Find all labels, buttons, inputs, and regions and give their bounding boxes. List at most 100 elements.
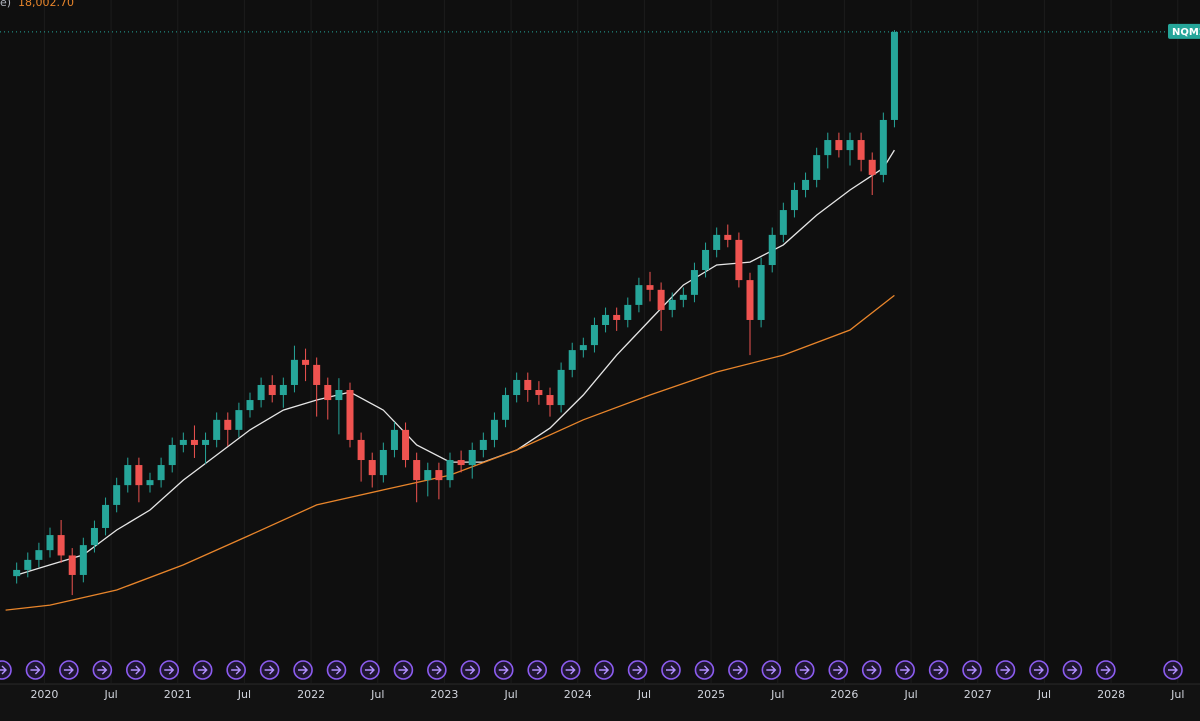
candle-body bbox=[357, 439, 365, 461]
event-row bbox=[0, 660, 1183, 680]
candle-body bbox=[713, 234, 721, 250]
candle-body bbox=[257, 384, 265, 401]
x-tick-label: 2020 bbox=[30, 688, 58, 701]
candle-body bbox=[590, 325, 598, 346]
candle-body bbox=[490, 419, 498, 440]
candle-body bbox=[157, 465, 165, 481]
event-icon-arrow bbox=[1168, 665, 1178, 675]
candle-body bbox=[568, 350, 576, 370]
candle-body bbox=[646, 285, 654, 290]
candle-body bbox=[213, 419, 221, 440]
event-icon-arrow bbox=[431, 665, 442, 675]
event-icon-arrow bbox=[231, 665, 242, 675]
candle-body bbox=[857, 140, 865, 160]
candle-body bbox=[346, 390, 354, 440]
candle-body bbox=[335, 390, 343, 401]
candle-body bbox=[368, 460, 376, 476]
event-icon-arrow bbox=[967, 665, 978, 675]
event-icon-arrow bbox=[933, 665, 944, 675]
candle-body bbox=[746, 280, 754, 320]
candle-body bbox=[546, 395, 554, 406]
candle-body bbox=[579, 345, 587, 351]
x-tick-label: 2023 bbox=[430, 688, 458, 701]
event-icon-arrow bbox=[1000, 665, 1011, 675]
candle-body bbox=[24, 559, 32, 570]
event-icon-arrow bbox=[331, 665, 342, 675]
candle-body bbox=[602, 314, 610, 325]
event-icon-arrow bbox=[532, 665, 543, 675]
event-icon-arrow bbox=[465, 665, 476, 675]
event-icon-arrow bbox=[298, 665, 309, 675]
event-icon-arrow bbox=[164, 665, 175, 675]
candle-body bbox=[679, 294, 687, 300]
candle-body bbox=[113, 485, 121, 505]
event-icon-arrow bbox=[264, 665, 275, 675]
event-icon-arrow bbox=[666, 665, 676, 675]
event-icon-arrow bbox=[498, 665, 509, 675]
candle-body bbox=[446, 460, 454, 481]
candle-body bbox=[413, 460, 421, 481]
candle-body bbox=[557, 369, 565, 406]
candle-body bbox=[657, 289, 665, 310]
candle-body bbox=[468, 449, 476, 466]
x-tick-label: Jul bbox=[370, 688, 384, 701]
symbol-label: NQM2 bbox=[1172, 27, 1200, 38]
x-tick-label: 2027 bbox=[964, 688, 992, 701]
candle-body bbox=[879, 119, 887, 175]
x-tick-label: 2025 bbox=[697, 688, 725, 701]
candle-body bbox=[802, 179, 810, 190]
x-tick-label: Jul bbox=[503, 688, 517, 701]
candle-body bbox=[202, 439, 210, 445]
candle-body bbox=[246, 400, 254, 411]
candle-body bbox=[46, 535, 54, 551]
candle-body bbox=[135, 465, 143, 486]
candle-body bbox=[90, 527, 98, 546]
x-tick-label: Jul bbox=[637, 688, 651, 701]
candle-body bbox=[79, 545, 87, 575]
event-icon-arrow bbox=[565, 665, 576, 675]
candle-body bbox=[479, 439, 487, 450]
x-tick-label: 2028 bbox=[1097, 688, 1125, 701]
candle-body bbox=[868, 159, 876, 175]
x-tick-label: 2022 bbox=[297, 688, 325, 701]
legend-text: e) bbox=[0, 0, 11, 9]
candle-body bbox=[57, 535, 65, 556]
event-icon-arrow bbox=[0, 665, 7, 675]
x-tick-label: Jul bbox=[103, 688, 117, 701]
candle-body bbox=[735, 239, 743, 281]
candle-body bbox=[524, 379, 532, 390]
candle-body bbox=[390, 429, 398, 450]
x-tick-label: Jul bbox=[237, 688, 251, 701]
candle-body bbox=[302, 359, 310, 365]
event-icon-arrow bbox=[1033, 665, 1044, 675]
candle-body bbox=[224, 419, 232, 430]
candle-body bbox=[13, 569, 21, 577]
event-icon-arrow bbox=[799, 665, 810, 675]
price-tag-box bbox=[1168, 23, 1200, 39]
candle-body bbox=[435, 470, 443, 481]
candle-body bbox=[824, 140, 832, 156]
x-tick-label: Jul bbox=[1037, 688, 1051, 701]
candles bbox=[13, 30, 898, 596]
candle-body bbox=[168, 444, 176, 466]
candle-body bbox=[502, 395, 510, 420]
candle-body bbox=[813, 155, 821, 180]
candle-body bbox=[513, 379, 521, 396]
event-icon-arrow bbox=[398, 665, 409, 675]
event-icon-arrow bbox=[30, 665, 41, 675]
candle-body bbox=[268, 384, 276, 396]
candle-body bbox=[313, 364, 321, 385]
event-icon-arrow bbox=[599, 665, 610, 675]
candle-body bbox=[779, 210, 787, 235]
candle-body bbox=[757, 265, 765, 320]
x-tick-label: 2026 bbox=[830, 688, 858, 701]
candle-body bbox=[724, 234, 732, 240]
event-icon-arrow bbox=[130, 665, 141, 675]
event-icon-arrow bbox=[1100, 665, 1111, 675]
x-tick-label: Jul bbox=[903, 688, 917, 701]
x-axis-labels: 2020 Jul 2021 Jul 2022 Jul 2023 Jul 2024 Jul 2025 J… bbox=[30, 688, 1184, 701]
x-tick-label: 2024 bbox=[564, 688, 592, 701]
candle-body bbox=[768, 234, 776, 266]
candle-body bbox=[846, 140, 854, 151]
candle-body bbox=[235, 410, 243, 430]
